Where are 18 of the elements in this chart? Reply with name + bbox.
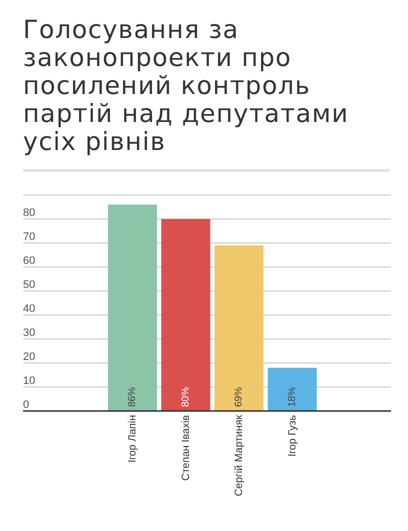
- x-tick-label: Степан Івахів: [180, 414, 192, 481]
- x-tick-label: Ігор Гузь: [286, 414, 298, 457]
- data-label: 18%: [286, 386, 298, 407]
- data-label: 69%: [234, 386, 244, 407]
- y-tick-label: 50: [23, 279, 36, 291]
- y-tick-label: 20: [23, 351, 36, 363]
- data-label: 80%: [180, 386, 192, 407]
- data-label: 86%: [127, 386, 138, 407]
- y-tick-label: 80: [23, 207, 36, 219]
- y-tick-label: 40: [23, 303, 36, 315]
- y-tick-label: 0: [23, 399, 30, 411]
- x-tick-label: Сергій Мартиняк: [233, 414, 246, 496]
- chart-title: Голосування за законопроекти про посилений контроль партій над депутатами усіх рівнів: [23, 15, 350, 156]
- y-tick-label: 70: [23, 231, 36, 243]
- y-tick-label: 10: [23, 375, 36, 387]
- y-tick-label: 60: [23, 255, 36, 267]
- y-tick-label: 30: [23, 327, 36, 339]
- x-tick-label: Ігор Лапін: [126, 414, 139, 463]
